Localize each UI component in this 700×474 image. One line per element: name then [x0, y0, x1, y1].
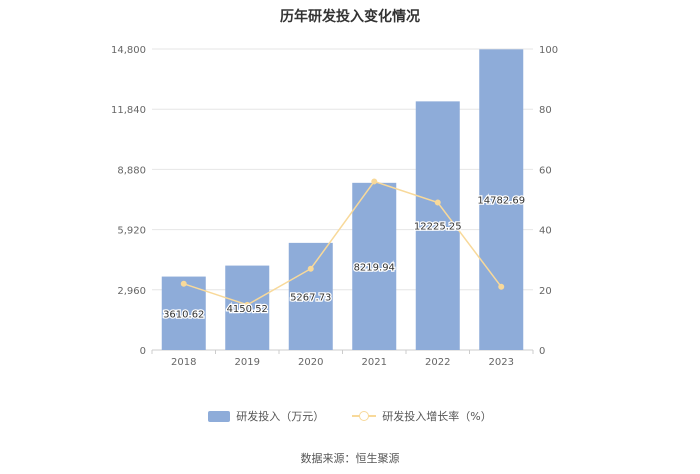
y-left-tick-label: 2,960: [117, 286, 146, 297]
y-right-tick-label: 40: [539, 226, 552, 237]
bar: [352, 182, 397, 350]
bar: [479, 49, 524, 350]
x-tick-label: 2023: [489, 357, 514, 368]
x-tick-label: 2019: [235, 357, 260, 368]
data-source: 数据来源：恒生聚源: [300, 452, 400, 465]
bar-value-label: 14782.69: [477, 196, 525, 207]
growth-point: [307, 265, 314, 272]
chart-legend: 研发投入（万元） 研发投入增长率（%）: [0, 408, 700, 424]
growth-point: [434, 199, 441, 206]
legend-bar-swatch: [208, 410, 231, 422]
growth-point: [180, 280, 187, 287]
bar-value-label: 8219.94: [354, 262, 395, 273]
bar-value-label: 3610.62: [163, 309, 204, 320]
y-left-tick-label: 8,880: [117, 165, 146, 176]
y-right-tick-label: 0: [539, 346, 545, 357]
y-right-tick-label: 60: [539, 165, 552, 176]
y-right-tick-label: 20: [539, 286, 552, 297]
legend-line-label: 研发投入增长率（%）: [382, 410, 492, 423]
legend-bar-label: 研发投入（万元）: [236, 410, 325, 423]
bar-value-label: 5267.73: [290, 292, 331, 303]
growth-point: [498, 283, 505, 290]
x-tick-label: 2020: [298, 357, 323, 368]
x-tick-label: 2022: [425, 357, 450, 368]
bar: [415, 101, 460, 351]
y-left-tick-label: 11,840: [111, 105, 146, 116]
x-tick-label: 2018: [171, 357, 196, 368]
growth-point: [371, 178, 378, 185]
y-right-tick-label: 80: [539, 105, 552, 116]
chart-canvas: 0 2,960 5,920 8,880 11,840 14,800 0 20 40 60 80 100…: [111, 45, 558, 368]
y-left-tick-label: 0: [140, 346, 146, 357]
bar-value-label: 12225.25: [414, 222, 462, 233]
legend-item-line[interactable]: 研发投入增长率（%）: [352, 408, 492, 424]
growth-line: [183, 180, 502, 306]
legend-line-swatch: [352, 410, 377, 422]
bar-value-label: 4150.52: [227, 304, 268, 315]
x-tick-label: 2021: [362, 357, 387, 368]
y-left-tick-label: 5,920: [117, 226, 146, 237]
y-right-tick-label: 100: [539, 45, 558, 56]
bar: [288, 242, 333, 350]
legend-item-bar[interactable]: 研发投入（万元）: [208, 408, 324, 424]
growth-point: [244, 301, 251, 308]
chart-title: 历年研发投入变化情况: [280, 9, 420, 25]
y-left-tick-label: 14,800: [111, 45, 146, 56]
